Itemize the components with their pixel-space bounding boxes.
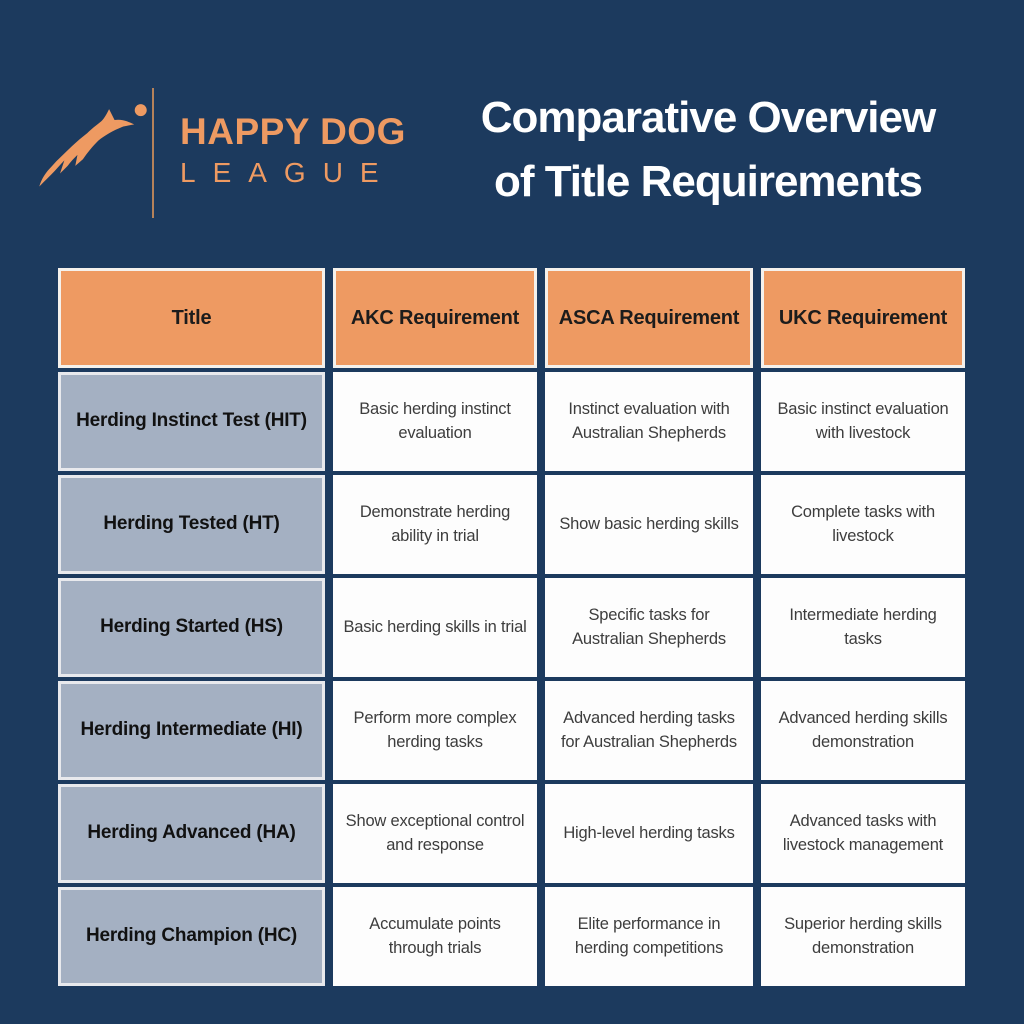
cell-hit-asca: Instinct evaluation with Australian Shep…	[545, 372, 753, 471]
cell-ht-akc: Demonstrate herding ability in trial	[333, 475, 537, 574]
cell-ht-asca: Show basic herding skills	[545, 475, 753, 574]
row-label-ht: Herding Tested (HT)	[58, 475, 325, 574]
column-header-title: Title	[58, 268, 325, 368]
row-label-hit: Herding Instinct Test (HIT)	[58, 372, 325, 471]
column-header-asca: ASCA Requirement	[545, 268, 753, 368]
row-label-hs: Herding Started (HS)	[58, 578, 325, 677]
cell-ha-ukc: Advanced tasks with livestock management	[761, 784, 965, 883]
page-title-line1: Comparative Overview	[480, 93, 936, 142]
cell-hit-ukc: Basic instinct evaluation with livestock	[761, 372, 965, 471]
cell-hc-akc: Accumulate points through trials	[333, 887, 537, 986]
row-label-ha: Herding Advanced (HA)	[58, 784, 325, 883]
page-title-line2: of Title Requirements	[493, 156, 923, 206]
row-label-hc: Herding Champion (HC)	[58, 887, 325, 986]
brand-name-line1: HAPPY DOG	[180, 111, 406, 152]
title-requirements-table: Title AKC Requirement ASCA Requirement U…	[58, 268, 965, 986]
cell-hi-asca: Advanced herding tasks for Australian Sh…	[545, 681, 753, 780]
cell-hs-ukc: Intermediate herding tasks	[761, 578, 965, 677]
cell-hi-ukc: Advanced herding skills demonstration	[761, 681, 965, 780]
cell-hi-akc: Perform more complex herding tasks	[333, 681, 537, 780]
leaping-dog-with-ball-icon	[36, 98, 156, 202]
cell-hc-asca: Elite performance in herding competition…	[545, 887, 753, 986]
cell-hit-akc: Basic herding instinct evaluation	[333, 372, 537, 471]
cell-hs-asca: Specific tasks for Australian Shepherds	[545, 578, 753, 677]
column-header-akc: AKC Requirement	[333, 268, 537, 368]
column-header-ukc: UKC Requirement	[761, 268, 965, 368]
brand-wordmark: HAPPY DOG LEAGUE	[180, 111, 410, 189]
cell-ha-akc: Show exceptional control and response	[333, 784, 537, 883]
row-label-hi: Herding Intermediate (HI)	[58, 681, 325, 780]
page-title: Comparative Overview of Title Requiremen…	[438, 86, 978, 214]
cell-hc-ukc: Superior herding skills demonstration	[761, 887, 965, 986]
cell-ha-asca: High-level herding tasks	[545, 784, 753, 883]
cell-ht-ukc: Complete tasks with livestock	[761, 475, 965, 574]
cell-hs-akc: Basic herding skills in trial	[333, 578, 537, 677]
logo-divider-line	[152, 88, 154, 218]
brand-name-line2: LEAGUE	[180, 156, 396, 188]
